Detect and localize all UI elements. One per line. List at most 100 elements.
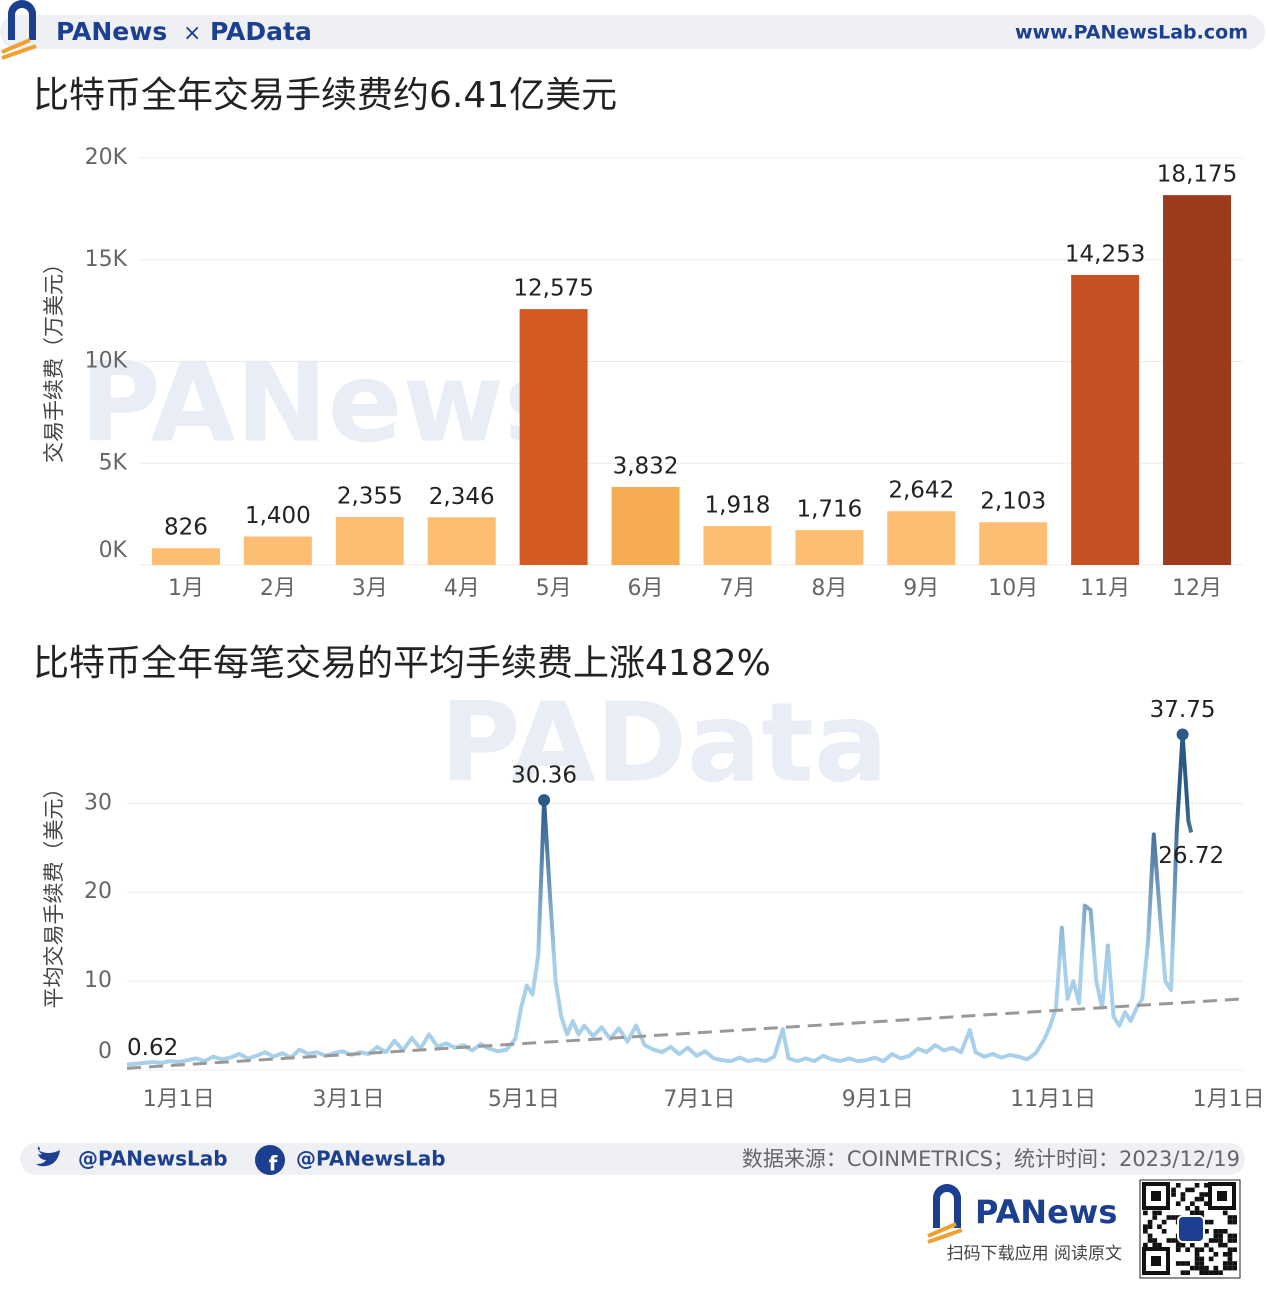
qr-cell: [1232, 1215, 1237, 1220]
x-tick-label: 4月: [444, 576, 480, 601]
twitter-handle[interactable]: @PANewsLab: [78, 1147, 228, 1171]
qr-code[interactable]: [1139, 1179, 1241, 1279]
qr-cell: [1171, 1187, 1176, 1193]
y-axis-title: 交易手续费（万美元）: [42, 253, 66, 463]
y-tick-label: 10K: [85, 349, 128, 374]
qr-cell: [1222, 1252, 1228, 1257]
bar: [519, 309, 588, 565]
x-tick-label: 11月1日: [1010, 1087, 1096, 1112]
qr-cell: [1180, 1196, 1186, 1202]
qr-cell: [1227, 1252, 1233, 1257]
x-tick-label: 7月: [719, 576, 755, 601]
brand-separator: ×: [183, 21, 201, 46]
qr-cell: [1222, 1242, 1228, 1248]
value-label: 1,716: [796, 497, 862, 523]
peak-marker: [538, 794, 551, 807]
footer-band: [20, 1143, 1245, 1175]
x-tick-label: 1月1日: [143, 1087, 215, 1112]
facebook-icon: [255, 1145, 285, 1175]
qr-finder: [1142, 1182, 1170, 1210]
qr-cell: [1190, 1265, 1195, 1271]
qr-cell: [1157, 1210, 1162, 1216]
qr-cell: [1204, 1265, 1209, 1271]
value-label: 2,346: [429, 484, 495, 510]
qr-cell: [1213, 1265, 1219, 1271]
qr-finder: [1142, 1247, 1170, 1275]
qr-cell: [1194, 1183, 1200, 1188]
qr-logo: [1177, 1215, 1205, 1243]
qr-cell: [1218, 1242, 1223, 1248]
qr-cell: [1190, 1242, 1195, 1248]
qr-cell: [1232, 1261, 1237, 1266]
qr-cell: [1194, 1206, 1200, 1211]
qr-cell: [1199, 1192, 1205, 1197]
header-band: [0, 15, 1265, 49]
app-logo-stripes: [927, 1222, 963, 1244]
value-label: 1,400: [245, 503, 311, 529]
x-tick-label: 10月: [988, 576, 1038, 601]
qr-cell: [1180, 1242, 1186, 1248]
qr-cell: [1222, 1210, 1228, 1216]
qr-cell: [1147, 1224, 1153, 1229]
qr-cell: [1194, 1256, 1200, 1262]
qr-cell: [1222, 1229, 1228, 1234]
qr-cell: [1218, 1233, 1223, 1239]
qr-cell: [1227, 1261, 1233, 1266]
y-tick-label: 15K: [85, 247, 128, 272]
qr-cell: [1194, 1196, 1200, 1202]
value-label: 2,103: [980, 489, 1046, 515]
y-tick-label: 0K: [99, 538, 128, 563]
trend-line: [126, 997, 1244, 1070]
y-axis-title: 平均交易手续费（美元）: [42, 778, 66, 1009]
bar: [611, 487, 680, 565]
logo-icon: [8, 0, 36, 40]
value-label: 1,918: [705, 492, 771, 518]
qr-cell: [1232, 1233, 1237, 1239]
bar: [1071, 274, 1140, 565]
chart-title: 比特币全年每笔交易的平均手续费上涨4182%: [33, 643, 771, 684]
qr-cell: [1194, 1210, 1200, 1216]
x-tick-label: 1月1日: [1193, 1087, 1265, 1112]
qr-cell: [1143, 1210, 1148, 1216]
qr-cell: [1227, 1265, 1233, 1271]
x-tick-label: 6月: [628, 576, 664, 601]
y-tick-label: 0: [98, 1039, 112, 1064]
qr-cell: [1161, 1219, 1167, 1225]
facebook-handle[interactable]: @PANewsLab: [296, 1147, 446, 1171]
value-label: 826: [164, 515, 208, 541]
qr-cell: [1152, 1242, 1158, 1248]
peak-marker: [1176, 728, 1189, 741]
value-label: 12,575: [513, 276, 593, 302]
qr-cell: [1157, 1224, 1162, 1229]
bar: [703, 525, 772, 565]
qr-cell: [1208, 1256, 1214, 1262]
bar: [243, 536, 312, 565]
qr-cell: [1199, 1261, 1205, 1266]
qr-cell: [1147, 1238, 1153, 1243]
value-label: 0.62: [127, 1035, 178, 1061]
qr-cell: [1185, 1187, 1190, 1193]
site-url[interactable]: www.PANewsLab.com: [1015, 22, 1248, 44]
qr-cell: [1194, 1265, 1200, 1271]
qr-cell: [1218, 1238, 1223, 1243]
qr-cell: [1143, 1242, 1148, 1248]
value-label: 2,642: [888, 478, 954, 504]
qr-cell: [1208, 1219, 1214, 1225]
qr-cell: [1143, 1229, 1148, 1234]
qr-finder: [1151, 1256, 1161, 1266]
qr-cell: [1222, 1261, 1228, 1266]
qr-cell: [1204, 1270, 1209, 1275]
qr-cell: [1185, 1247, 1190, 1252]
x-tick-label: 3月1日: [312, 1087, 384, 1112]
app-brand: PANews: [975, 1193, 1117, 1231]
qr-cell: [1185, 1261, 1190, 1266]
qr-cell: [1232, 1265, 1237, 1271]
watermark: PANews: [80, 338, 569, 466]
qr-cell: [1180, 1261, 1186, 1266]
qr-finder: [1217, 1191, 1227, 1201]
qr-cell: [1204, 1201, 1209, 1206]
app-logo: [933, 1184, 961, 1228]
qr-cell: [1213, 1238, 1219, 1243]
qr-cell: [1171, 1215, 1176, 1220]
qr-cell: [1190, 1201, 1195, 1206]
